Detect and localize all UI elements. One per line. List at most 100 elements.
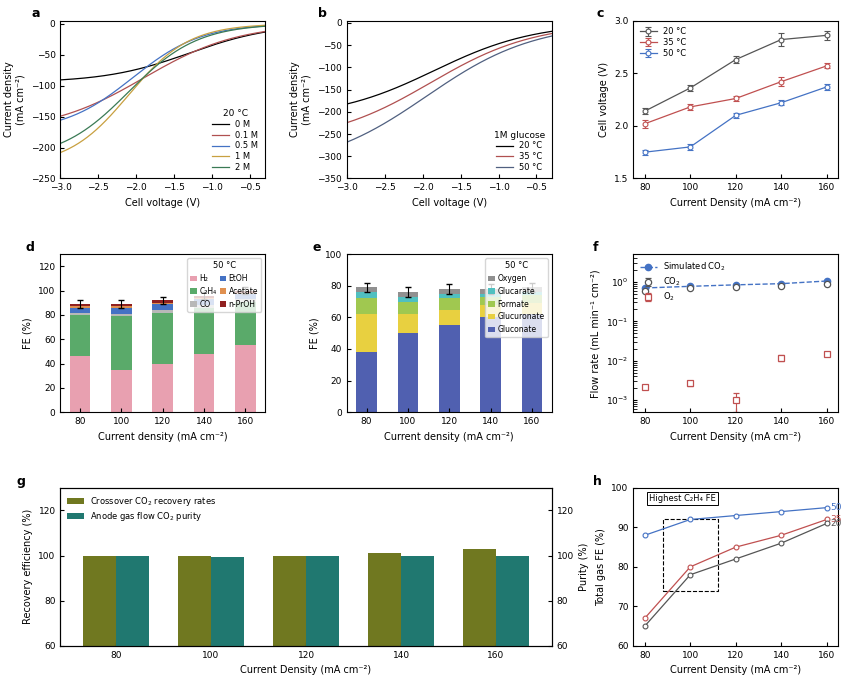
Legend: H₂, C₂H₄, CO, EtOH, Acetate, n-PrOH: H₂, C₂H₄, CO, EtOH, Acetate, n-PrOH: [187, 258, 261, 312]
0.1 M: [108, 91, 118, 99]
2 M: [260, 22, 270, 30]
Bar: [111, 314, 132, 316]
Bar: [194, 305, 214, 308]
0.1 M: [209, 39, 219, 47]
1 M: [108, 109, 118, 117]
35 °C: [462, 58, 473, 67]
35 °C: [394, 96, 404, 104]
Bar: [70, 308, 91, 313]
Bar: [111, 316, 132, 370]
Line: 0.1 M: 0.1 M: [60, 32, 265, 116]
Bar: [306, 556, 340, 687]
Bar: [439, 298, 460, 310]
Text: 20: 20: [830, 519, 842, 528]
Line: 20 °C: 20 °C: [347, 32, 551, 104]
0.1 M: [260, 27, 270, 36]
0.5 M: [209, 29, 219, 37]
Legend: 20 °C, 35 °C, 50 °C: 20 °C, 35 °C, 50 °C: [638, 25, 689, 60]
Bar: [480, 317, 501, 412]
X-axis label: Current density (mA cm⁻²): Current density (mA cm⁻²): [384, 431, 514, 442]
Line: 35 °C: 35 °C: [347, 34, 551, 123]
Bar: [439, 310, 460, 326]
20 °C: [462, 52, 473, 60]
Bar: [111, 370, 132, 412]
Bar: [368, 553, 401, 687]
Bar: [480, 294, 501, 297]
0.5 M: [108, 89, 118, 97]
2 M: [192, 36, 202, 44]
Legend: Simulated CO$_2$, CO$_2$, O$_2$: Simulated CO$_2$, CO$_2$, O$_2$: [638, 258, 728, 306]
Line: 2 M: 2 M: [60, 26, 265, 144]
Simulated CO$_2$: [822, 277, 832, 285]
Bar: [235, 302, 256, 346]
35 °C: [378, 104, 388, 113]
Y-axis label: Cell voltage (V): Cell voltage (V): [599, 62, 608, 137]
0.1 M: [192, 46, 202, 54]
50 °C: [462, 65, 473, 74]
35 °C: [342, 119, 353, 127]
Legend: 20 °C, 35 °C, 50 °C: 20 °C, 35 °C, 50 °C: [491, 128, 548, 174]
Bar: [235, 291, 256, 293]
Bar: [356, 314, 377, 352]
50 °C: [479, 56, 489, 65]
Bar: [235, 293, 256, 294]
Bar: [480, 305, 501, 317]
Y-axis label: Recovery efficiency (%): Recovery efficiency (%): [22, 509, 33, 624]
Bar: [522, 303, 543, 314]
Bar: [356, 352, 377, 412]
Bar: [70, 315, 91, 357]
Bar: [235, 346, 256, 412]
Bar: [397, 297, 418, 302]
Line: Simulated CO$_2$: Simulated CO$_2$: [642, 278, 829, 291]
Bar: [522, 295, 543, 303]
Bar: [235, 300, 256, 302]
0.5 M: [55, 116, 66, 124]
2 M: [148, 65, 158, 73]
Bar: [70, 313, 91, 315]
Legend: Oxygen, Glucarate, Formate, Glucuronate, Gluconate: Oxygen, Glucarate, Formate, Glucuronate,…: [486, 258, 548, 337]
20 °C: [342, 100, 353, 108]
1 M: [192, 33, 202, 41]
Bar: [152, 300, 173, 303]
50 °C: [496, 48, 506, 56]
0 M: [260, 28, 270, 36]
50 °C: [342, 138, 353, 146]
0.1 M: [176, 54, 187, 62]
Bar: [194, 298, 214, 300]
Bar: [194, 295, 214, 298]
2 M: [108, 103, 118, 111]
Bar: [273, 556, 306, 687]
Text: g: g: [16, 475, 25, 488]
Legend: Crossover CO$_2$ recovery rates, Anode gas flow CO$_2$ purity: Crossover CO$_2$ recovery rates, Anode g…: [65, 492, 219, 526]
Text: a: a: [32, 8, 41, 21]
Line: 0 M: 0 M: [60, 32, 265, 80]
Bar: [439, 326, 460, 412]
Simulated CO$_2$: [776, 280, 786, 288]
Bar: [439, 294, 460, 298]
0.5 M: [192, 34, 202, 42]
X-axis label: Current Density (mA cm⁻²): Current Density (mA cm⁻²): [240, 665, 372, 675]
Bar: [211, 556, 245, 687]
Line: 1 M: 1 M: [60, 25, 265, 153]
X-axis label: Cell voltage (V): Cell voltage (V): [125, 198, 200, 208]
Bar: [194, 354, 214, 412]
Text: 50: 50: [830, 503, 842, 512]
Bar: [152, 363, 173, 412]
Bar: [356, 287, 377, 292]
20 °C: [496, 38, 506, 47]
Bar: [178, 556, 211, 687]
Bar: [116, 556, 149, 687]
Bar: [235, 294, 256, 300]
X-axis label: Current Density (mA cm⁻²): Current Density (mA cm⁻²): [670, 431, 801, 442]
2 M: [55, 139, 66, 148]
Bar: [111, 308, 132, 314]
0.1 M: [148, 69, 158, 77]
Bar: [480, 289, 501, 294]
2 M: [176, 44, 187, 52]
1 M: [176, 41, 187, 49]
Bar: [522, 314, 543, 412]
X-axis label: Current density (mA cm⁻²): Current density (mA cm⁻²): [98, 431, 227, 442]
0.5 M: [92, 100, 102, 108]
0.5 M: [176, 41, 187, 49]
Y-axis label: FE (%): FE (%): [309, 317, 320, 349]
